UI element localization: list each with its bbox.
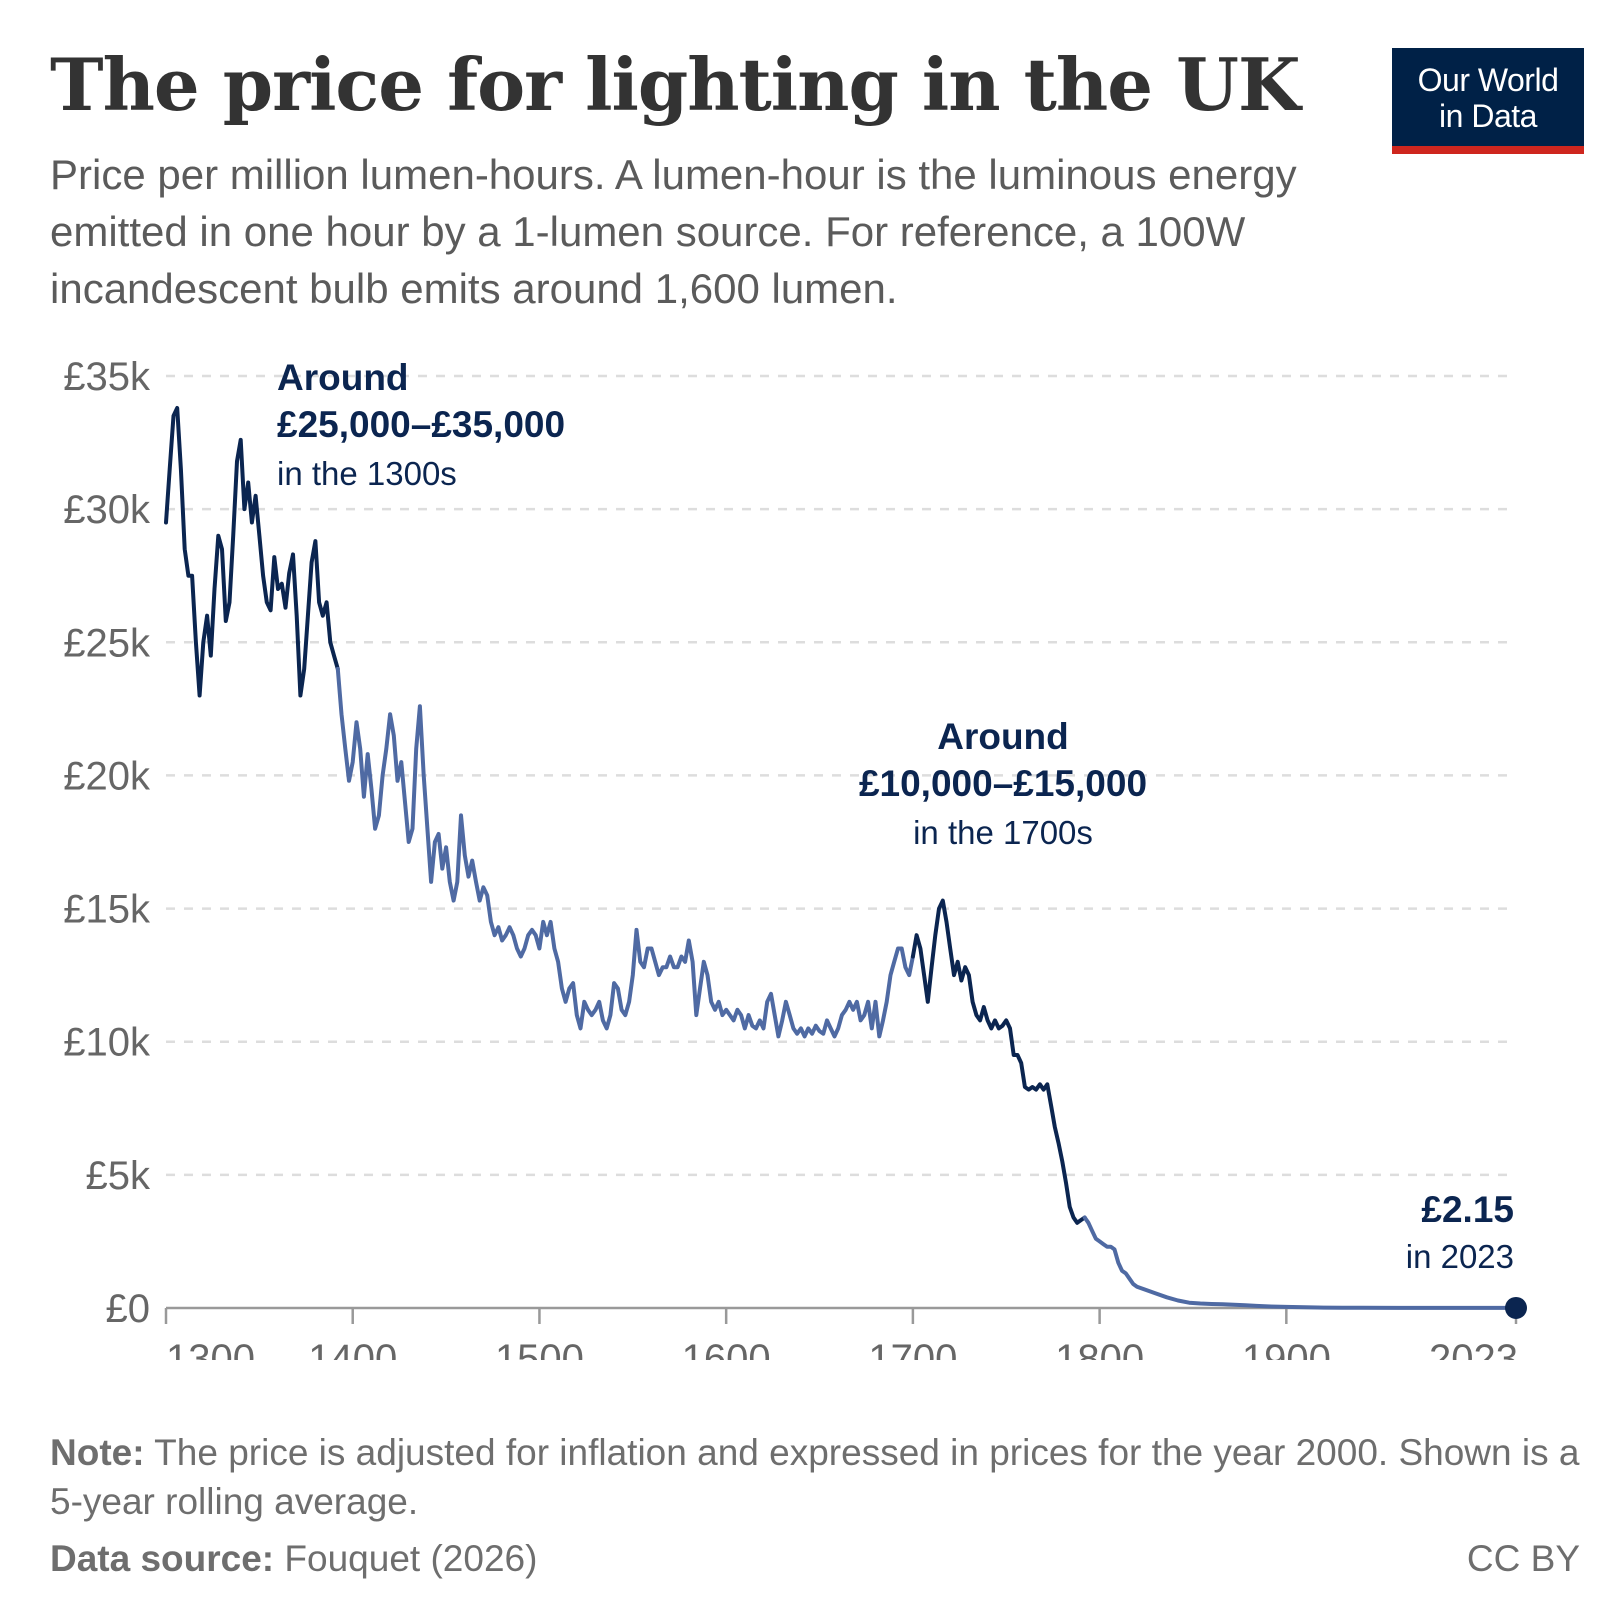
annotation-1700s-line2: £10,000–£15,000 <box>859 763 1147 804</box>
x-tick-label: 1900 <box>1242 1337 1331 1360</box>
series-line-segment <box>910 898 1087 1225</box>
annotation-2023-year: in 2023 <box>1406 1238 1514 1275</box>
x-tick-label: 1400 <box>308 1337 397 1360</box>
y-tick-label: £20k <box>63 754 151 798</box>
x-tick-label: 1600 <box>682 1337 771 1360</box>
chart-title: The price for lighting in the UK <box>50 42 1301 127</box>
x-tick-label: 1700 <box>868 1337 957 1360</box>
series-line-segment <box>1082 1215 1518 1310</box>
series <box>164 406 1527 1319</box>
y-tick-label: £30k <box>63 488 151 532</box>
gridlines <box>166 374 1516 1177</box>
axes: £0 £5k £10k £15k £20k £25k £30k £35k 1300 1400 150… <box>63 355 1518 1360</box>
line-chart: £0 £5k £10k £15k £20k £25k £30k £35k 1300 1400 150… <box>63 355 1527 1360</box>
x-tick-label: 2023 <box>1429 1337 1518 1360</box>
chart-subtitle: Price per million lumen-hours. A lumen-h… <box>50 151 1297 312</box>
y-tick-label: £0 <box>106 1287 151 1331</box>
note-label: Note: <box>50 1432 145 1473</box>
source-label: Data source: <box>50 1538 275 1579</box>
source-text: Fouquet (2026) <box>284 1538 538 1579</box>
annotation-1300s-line3: in the 1300s <box>277 455 457 492</box>
logo-line-2: in Data <box>1439 98 1537 134</box>
y-tick-label: £10k <box>63 1021 151 1065</box>
annotation-1300s-line1: Around <box>277 357 409 398</box>
y-tick-label: £25k <box>63 621 151 665</box>
logo-line-1: Our World <box>1417 62 1559 98</box>
footer-source: Data source: Fouquet (2026) <box>50 1534 537 1583</box>
note-text: The price is adjusted for inflation and … <box>50 1432 1580 1522</box>
series-line-segment <box>164 406 340 698</box>
annotation-1700s-line3: in the 1700s <box>913 814 1093 851</box>
annotation-1300s-line2: £25,000–£35,000 <box>277 404 565 445</box>
y-tick-label: £5k <box>86 1154 151 1198</box>
end-point-marker <box>1505 1296 1527 1319</box>
x-tick-label: 1300 <box>166 1337 255 1360</box>
y-tick-label: £15k <box>63 888 151 932</box>
annotation-2023-value: £2.15 <box>1421 1189 1514 1230</box>
license-link[interactable]: CC BY <box>1466 1538 1580 1579</box>
footer-note: Note: The price is adjusted for inflatio… <box>50 1428 1590 1526</box>
x-tick-label: 1800 <box>1055 1337 1144 1360</box>
series-line-segment <box>335 666 915 1039</box>
owid-logo[interactable]: Our World in Data <box>1392 48 1584 154</box>
annotation-1700s-line1: Around <box>937 716 1069 757</box>
annotations: Around £25,000–£35,000 in the 1300s Arou… <box>277 357 1514 1275</box>
x-tick-label: 1500 <box>495 1337 584 1360</box>
y-tick-label: £35k <box>63 355 151 399</box>
